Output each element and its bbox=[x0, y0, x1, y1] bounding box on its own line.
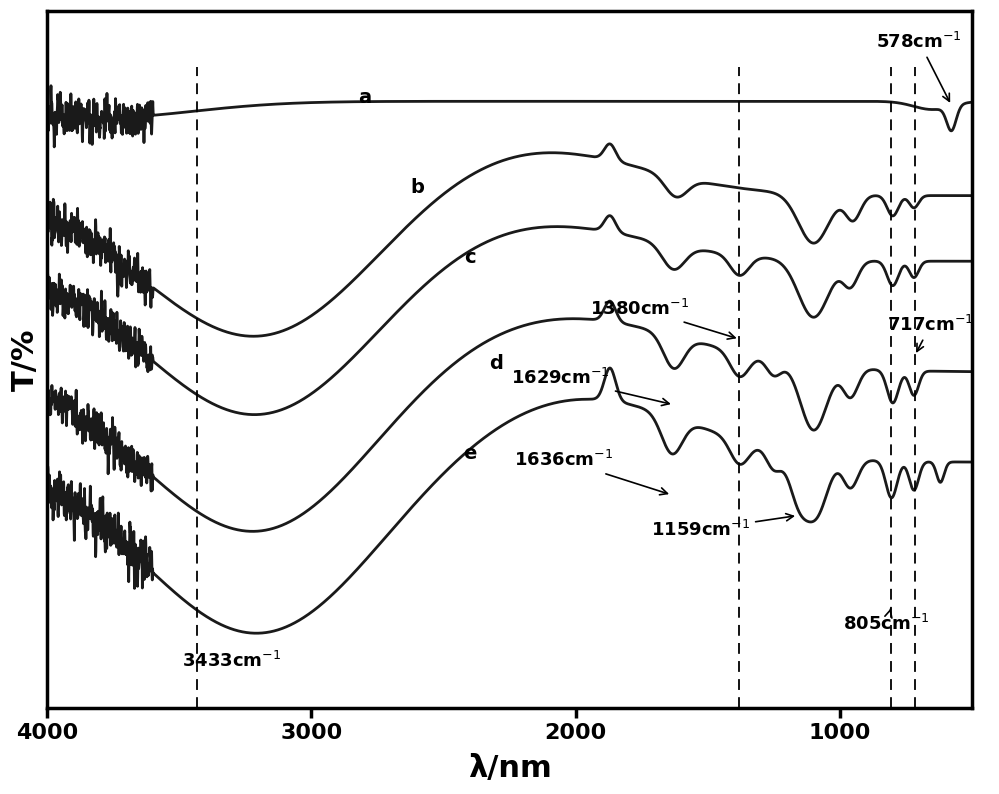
Text: 3433cm$^{-1}$: 3433cm$^{-1}$ bbox=[183, 651, 282, 671]
Text: 1159cm$^{-1}$: 1159cm$^{-1}$ bbox=[651, 514, 793, 540]
Text: d: d bbox=[490, 354, 503, 373]
Text: 717cm$^{-1}$: 717cm$^{-1}$ bbox=[887, 315, 974, 352]
Text: e: e bbox=[464, 445, 477, 464]
Text: c: c bbox=[465, 248, 476, 267]
Text: 805cm$^{-1}$: 805cm$^{-1}$ bbox=[843, 609, 930, 634]
Y-axis label: T/%: T/% bbox=[11, 329, 40, 391]
Text: 578cm$^{-1}$: 578cm$^{-1}$ bbox=[876, 32, 962, 102]
Text: 1636cm$^{-1}$: 1636cm$^{-1}$ bbox=[513, 450, 667, 495]
Text: 1629cm$^{-1}$: 1629cm$^{-1}$ bbox=[511, 368, 669, 406]
Text: 1380cm$^{-1}$: 1380cm$^{-1}$ bbox=[590, 299, 735, 339]
Text: a: a bbox=[358, 87, 371, 106]
X-axis label: λ/nm: λ/nm bbox=[468, 754, 551, 783]
Text: b: b bbox=[411, 178, 424, 197]
